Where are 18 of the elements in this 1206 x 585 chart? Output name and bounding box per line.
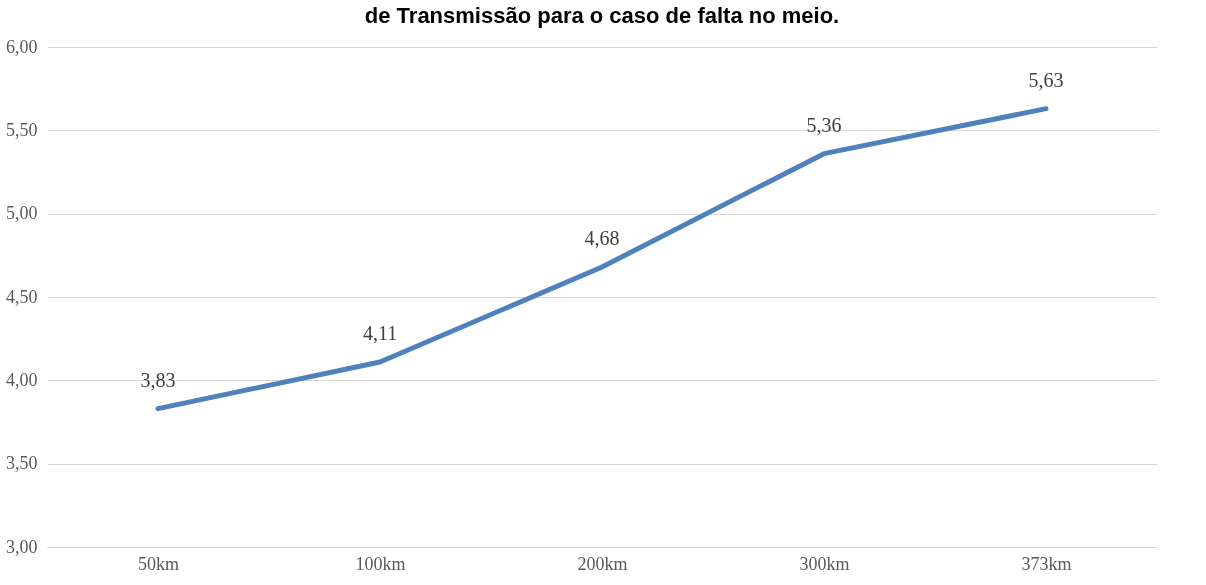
x-tick-label: 373km bbox=[1021, 553, 1072, 574]
data-label: 5,36 bbox=[806, 113, 842, 136]
y-tick-label: 3,00 bbox=[6, 536, 38, 557]
y-tick-label: 4,50 bbox=[6, 286, 38, 307]
y-tick-label: 5,50 bbox=[6, 119, 38, 140]
data-label: 5,63 bbox=[1028, 68, 1064, 91]
y-tick-label: 6,00 bbox=[6, 36, 38, 57]
data-label: 3,83 bbox=[140, 368, 176, 391]
y-tick-label: 5,00 bbox=[6, 203, 38, 224]
x-tick-label: 200km bbox=[577, 553, 628, 574]
data-label: 4,11 bbox=[362, 322, 398, 344]
x-tick-label: 100km bbox=[355, 553, 406, 574]
data-label: 4,68 bbox=[584, 227, 620, 249]
y-tick-label: 3,50 bbox=[6, 453, 38, 474]
chart-title: de Transmissão para o caso de falta no meio. bbox=[364, 3, 840, 28]
y-tick-label: 4,00 bbox=[6, 369, 38, 390]
x-tick-label: 50km bbox=[137, 553, 180, 574]
x-tick-label: 300km bbox=[799, 553, 850, 574]
